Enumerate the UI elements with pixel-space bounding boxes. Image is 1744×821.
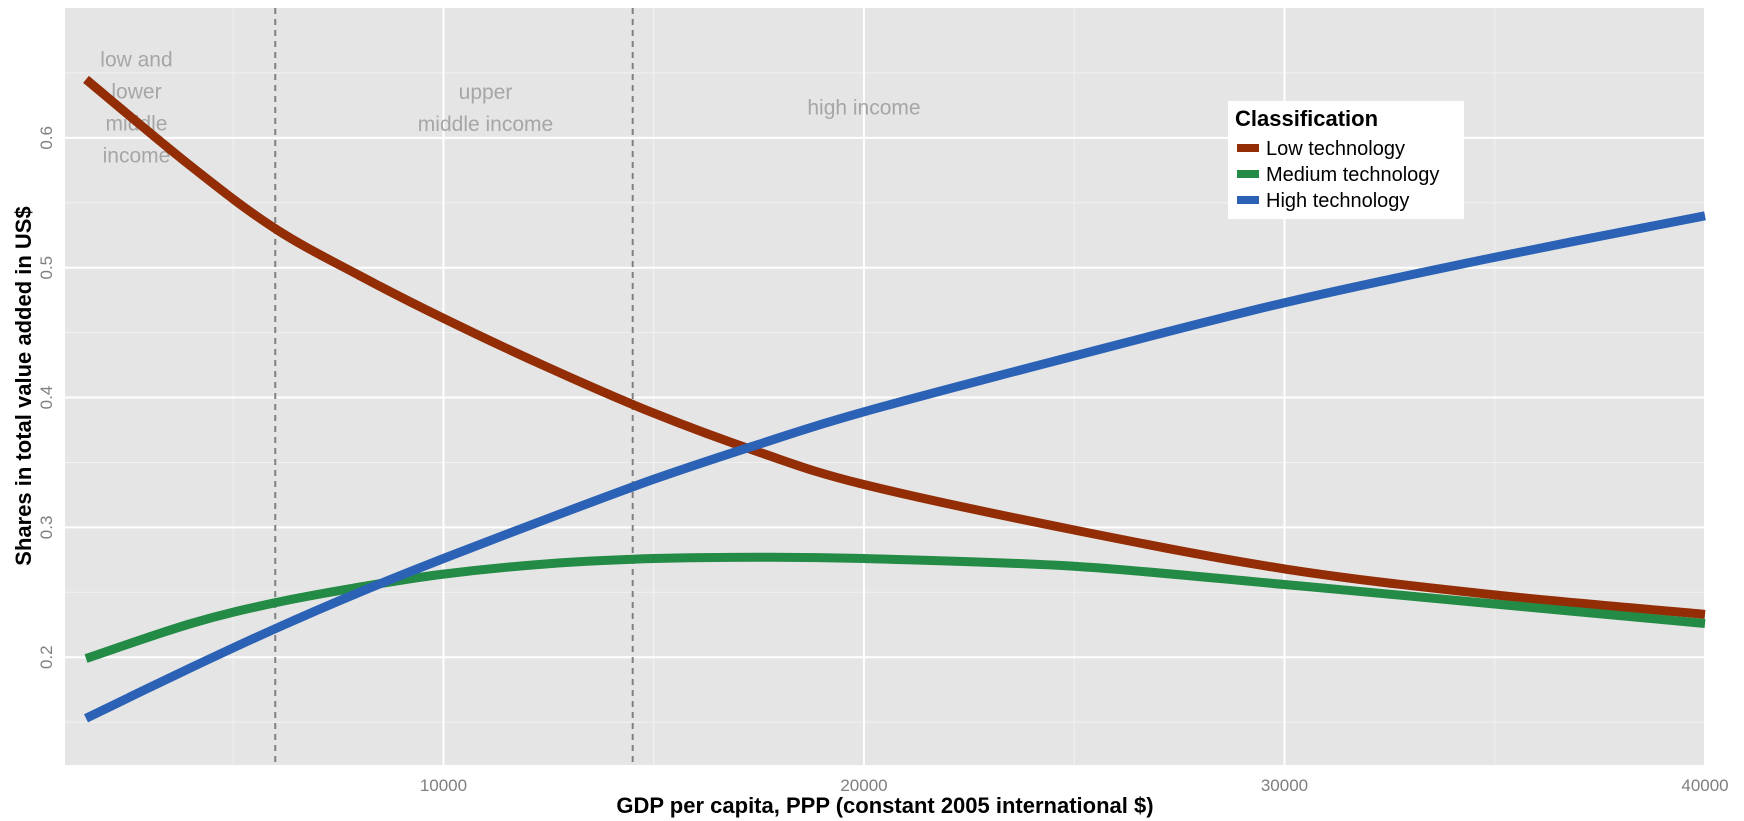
- y-tick-labels: 0.2 0.3 0.4 0.5 0.6: [37, 126, 56, 669]
- x-tick-label: 10000: [420, 776, 467, 795]
- x-tick-label: 20000: [840, 776, 887, 795]
- legend-label: High technology: [1266, 190, 1409, 212]
- series-line-high-technology: [84, 211, 1706, 723]
- x-tick-labels: 10000 20000 30000 40000: [420, 776, 1729, 795]
- y-axis-title: Shares in total value added in US$: [11, 206, 36, 565]
- series-lines: [83, 75, 1706, 723]
- y-tick-label: 0.5: [37, 256, 56, 280]
- y-tick-label: 0.3: [37, 516, 56, 540]
- x-tick-label: 40000: [1681, 776, 1728, 795]
- series-line-medium-technology: [84, 552, 1706, 663]
- legend-label: Low technology: [1266, 138, 1405, 160]
- legend-swatch: [1237, 196, 1259, 204]
- legend-box: [1228, 101, 1464, 219]
- y-tick-label: 0.4: [37, 386, 56, 410]
- legend: Classification Low technology Medium tech…: [1228, 101, 1464, 219]
- region-label: upper middle income: [418, 81, 553, 136]
- income-threshold-lines: [274, 8, 634, 765]
- legend-label: Medium technology: [1266, 164, 1439, 186]
- minor-gridlines: [65, 8, 1705, 765]
- x-axis-title: GDP per capita, PPP (constant 2005 inter…: [616, 793, 1153, 818]
- x-tick-label: 30000: [1261, 776, 1308, 795]
- legend-swatch: [1237, 170, 1259, 178]
- y-tick-label: 0.2: [37, 645, 56, 669]
- legend-swatch: [1237, 144, 1259, 152]
- region-label: high income: [807, 96, 920, 119]
- legend-title: Classification: [1235, 106, 1378, 131]
- series-line-low-technology: [83, 75, 1706, 619]
- y-tick-label: 0.6: [37, 126, 56, 150]
